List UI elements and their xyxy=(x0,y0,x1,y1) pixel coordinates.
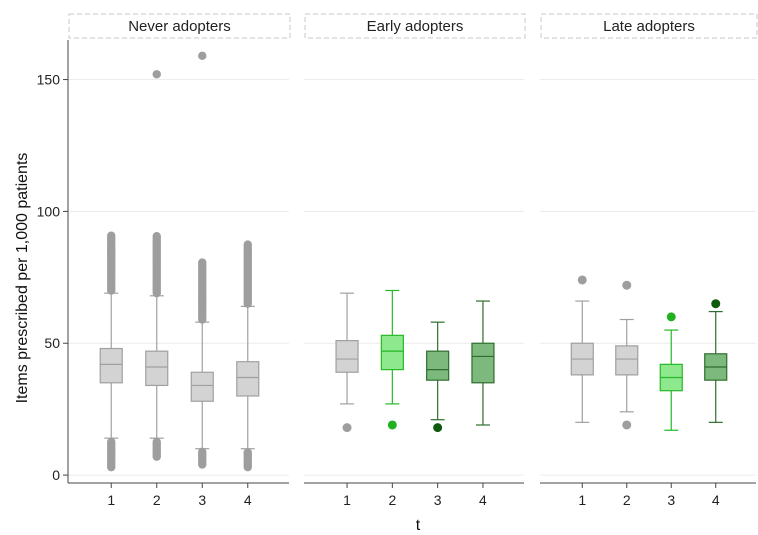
box xyxy=(190,371,214,402)
x-tick-label: 4 xyxy=(244,492,252,508)
box-group: 3 xyxy=(426,321,450,508)
outlier-point xyxy=(152,437,161,447)
x-tick-label: 1 xyxy=(107,492,115,508)
outlier-point xyxy=(243,240,252,249)
box-group: 4 xyxy=(704,299,728,508)
box xyxy=(145,350,169,387)
outlier-point xyxy=(107,437,116,447)
outlier-point xyxy=(243,448,252,457)
y-tick-label: 0 xyxy=(52,467,60,483)
y-tick-label: 150 xyxy=(37,72,61,88)
y-tick-label: 50 xyxy=(44,335,60,351)
outlier-point xyxy=(152,231,161,241)
x-tick-label: 2 xyxy=(153,492,161,508)
box-group: 3 xyxy=(659,312,683,508)
outlier-point xyxy=(198,51,207,61)
box xyxy=(99,347,123,384)
facet-panel: Late adopters 1 2 3 4 xyxy=(540,13,758,508)
y-tick-label: 100 xyxy=(37,203,61,219)
x-tick-label: 2 xyxy=(388,492,396,508)
outlier-point xyxy=(711,299,721,309)
outlier-point xyxy=(342,423,352,433)
x-tick-label: 3 xyxy=(198,492,206,508)
facet-strip xyxy=(304,13,526,39)
outlier-point xyxy=(433,423,443,433)
facet-title: Late adopters xyxy=(603,18,695,35)
box-group: 2 xyxy=(145,70,169,508)
x-axis-title: t xyxy=(416,517,421,534)
x-tick-label: 1 xyxy=(578,492,586,508)
x-tick-label: 3 xyxy=(667,492,675,508)
box-group: 1 xyxy=(570,275,594,508)
x-tick-label: 4 xyxy=(479,492,487,508)
facet-panel: Never adopters 1 2 3 4 xyxy=(67,13,291,508)
facet-strip xyxy=(68,13,291,39)
facet-strip xyxy=(540,13,758,39)
box-group: 1 xyxy=(99,231,123,508)
x-tick-label: 3 xyxy=(434,492,442,508)
box xyxy=(335,340,359,373)
box xyxy=(236,361,260,397)
outlier-point xyxy=(577,275,587,285)
y-axis-title: Items prescribed per 1,000 patients xyxy=(14,153,31,404)
box xyxy=(471,342,495,384)
box-group: 2 xyxy=(380,289,404,508)
box-group: 2 xyxy=(615,280,639,508)
box-group: 1 xyxy=(335,292,359,508)
facet-title: Never adopters xyxy=(128,18,231,35)
box-group: 3 xyxy=(190,51,214,508)
box-group: 4 xyxy=(236,240,260,508)
outlier-point xyxy=(107,231,116,240)
box xyxy=(615,345,639,376)
x-tick-label: 1 xyxy=(343,492,351,508)
outlier-point xyxy=(198,258,207,267)
box xyxy=(380,334,404,371)
box xyxy=(426,350,450,381)
facet-panel: Early adopters 1 2 3 4 xyxy=(304,13,526,508)
outlier-point xyxy=(152,70,161,79)
outlier-point xyxy=(198,447,207,457)
facet-title: Early adopters xyxy=(367,18,464,35)
outlier-point xyxy=(622,420,632,430)
x-tick-label: 4 xyxy=(712,492,720,508)
outlier-point xyxy=(666,312,676,322)
outlier-point xyxy=(387,420,397,430)
outlier-point xyxy=(622,280,632,290)
x-tick-label: 2 xyxy=(623,492,631,508)
box-group: 4 xyxy=(471,300,495,508)
